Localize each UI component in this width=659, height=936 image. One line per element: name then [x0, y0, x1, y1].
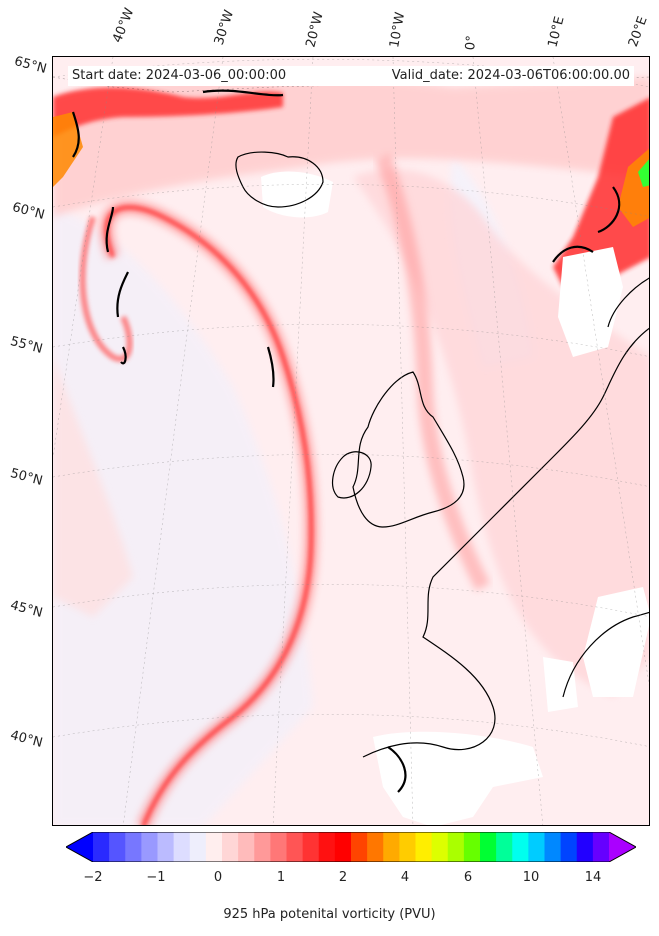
colorbar-swatch	[399, 832, 416, 862]
colorbar-swatch	[109, 832, 126, 862]
colorbar-swatch	[270, 832, 287, 862]
colorbar-swatch	[93, 832, 110, 862]
lon-label-20w: 20°W	[303, 10, 327, 49]
cbar-tick: 0	[213, 870, 223, 885]
lat-label-40n: 40°N	[8, 728, 45, 751]
pv-field	[53, 57, 649, 825]
colorbar-swatch	[367, 832, 384, 862]
lat-label-50n: 50°N	[8, 466, 45, 489]
cbar-tick: −1	[146, 870, 166, 885]
colorbar-extend-min	[66, 832, 93, 862]
colorbar-swatch	[592, 832, 610, 862]
date-header: Start date: 2024-03-06_00:00:00 Valid_da…	[68, 66, 634, 86]
lon-label-0: 0°	[463, 34, 480, 51]
colorbar-swatch	[351, 832, 368, 862]
colorbar-swatch	[383, 832, 400, 862]
cbar-tick: 14	[584, 870, 602, 885]
colorbar	[66, 832, 636, 862]
colorbar-swatch	[189, 832, 207, 862]
colorbar-swatch	[173, 832, 191, 862]
colorbar-swatch	[125, 832, 142, 862]
colorbar-swatch	[415, 832, 433, 862]
colorbar-swatch	[576, 832, 594, 862]
cbar-tick: 4	[400, 870, 410, 885]
valid-date-label: Valid_date: 2024-03-06T06:00:00.00	[391, 68, 630, 83]
start-date-label: Start date: 2024-03-06_00:00:00	[72, 68, 287, 83]
cbar-tick: 6	[463, 870, 473, 885]
lat-label-60n: 60°N	[10, 200, 47, 223]
colorbar-swatch	[496, 832, 513, 862]
colorbar-swatch	[512, 832, 529, 862]
colorbar-swatch	[141, 832, 158, 862]
colorbar-swatch	[544, 832, 562, 862]
colorbar-swatch	[447, 832, 465, 862]
cbar-tick: 1	[276, 870, 286, 885]
lon-label-40w: 40°W	[110, 6, 138, 45]
lon-label-20e: 20°E	[625, 14, 651, 50]
colorbar-extend-max	[609, 832, 636, 862]
colorbar-swatch	[431, 832, 449, 862]
lon-label-10e: 10°E	[545, 15, 568, 49]
colorbar-swatch	[205, 832, 223, 862]
colorbar-swatch	[480, 832, 497, 862]
colorbar-swatch	[222, 832, 239, 862]
colorbar-swatch	[254, 832, 271, 862]
colorbar-swatch	[238, 832, 255, 862]
colorbar-swatch	[560, 832, 578, 862]
cbar-tick: 2	[338, 870, 348, 885]
lat-label-45n: 45°N	[8, 598, 45, 621]
lat-label-65n: 65°N	[12, 54, 49, 77]
colorbar-swatch	[463, 832, 481, 862]
lon-label-10w: 10°W	[387, 11, 409, 50]
colorbar-title: 925 hPa potenital vorticity (PVU)	[223, 907, 436, 922]
lon-label-30w: 30°W	[211, 8, 238, 47]
colorbar-swatch	[302, 832, 320, 862]
colorbar-swatch	[334, 832, 352, 862]
colorbar-swatch	[318, 832, 336, 862]
lat-label-55n: 55°N	[8, 334, 45, 357]
cbar-tick: 10	[522, 870, 540, 885]
cbar-tick: −2	[83, 870, 103, 885]
colorbar-swatch	[528, 832, 545, 862]
map-panel[interactable]	[52, 56, 650, 826]
colorbar-swatch	[157, 832, 175, 862]
colorbar-swatch	[286, 832, 304, 862]
